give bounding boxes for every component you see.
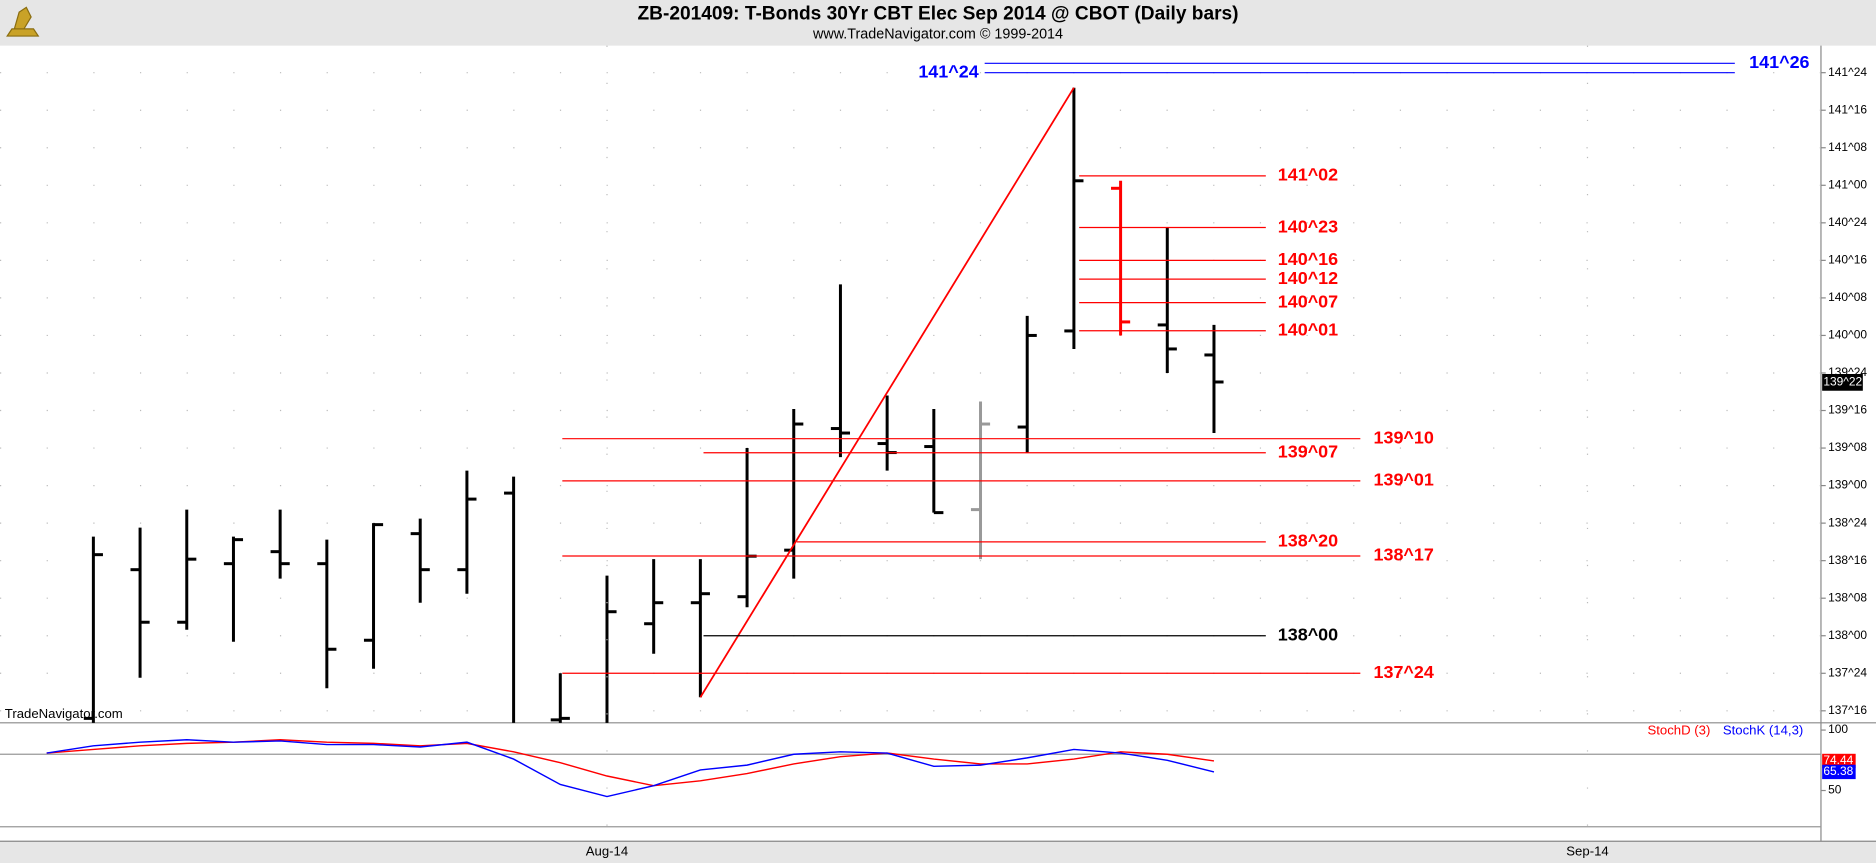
y-tick-label: 138^08	[1828, 590, 1867, 604]
level-label: 138^17	[1374, 545, 1434, 565]
y-tick-label: 141^00	[1828, 177, 1867, 191]
level-label: 138^00	[1278, 624, 1338, 644]
y-tick-label: 140^08	[1828, 290, 1867, 304]
y-tick-label: 140^24	[1828, 215, 1867, 229]
y-tick-label: 50	[1828, 783, 1842, 797]
y-tick-label: 137^24	[1828, 665, 1867, 679]
level-label: 139^07	[1278, 441, 1338, 461]
level-label: 140^16	[1278, 249, 1338, 269]
y-tick-label: 138^24	[1828, 515, 1867, 529]
y-tick-label: 137^16	[1828, 703, 1867, 717]
chart-title: ZB-201409: T-Bonds 30Yr CBT Elec Sep 201…	[637, 4, 1238, 25]
legend-entry: StochK (14,3)	[1723, 723, 1803, 738]
level-label: 140^01	[1278, 319, 1338, 339]
trendline	[699, 87, 1075, 698]
y-tick-label: 138^00	[1828, 628, 1867, 642]
level-label: 141^24	[918, 61, 978, 81]
watermark: TradeNavigator.com	[5, 706, 123, 721]
last-price-box	[1822, 373, 1863, 391]
level-label: 139^01	[1374, 470, 1434, 490]
y-tick-label: 141^16	[1828, 102, 1867, 116]
level-label: 137^24	[1374, 662, 1434, 682]
level-label: 140^23	[1278, 216, 1338, 236]
y-tick-label: 100	[1828, 722, 1848, 736]
level-label: 141^26	[1749, 52, 1809, 72]
stoch-panel	[0, 739, 1821, 828]
y-tick-label: 139^00	[1828, 478, 1867, 492]
stoch-line	[46, 739, 1215, 798]
x-tick-label: Sep-14	[1566, 844, 1608, 859]
level-label: 141^02	[1278, 165, 1338, 185]
y-tick-label: 141^24	[1828, 65, 1867, 79]
level-label: 138^20	[1278, 531, 1338, 551]
y-tick-label: 140^00	[1828, 328, 1867, 342]
last-value-label: 74.44	[1823, 753, 1853, 767]
y-tick-label: 140^16	[1828, 253, 1867, 267]
level-label: 139^10	[1374, 427, 1434, 447]
last-value-label: 65.38	[1823, 764, 1853, 778]
legend-entry: StochD (3)	[1647, 723, 1710, 738]
x-tick-label: Aug-14	[586, 844, 628, 859]
y-tick-label: 139^08	[1828, 440, 1867, 454]
level-label: 140^07	[1278, 291, 1338, 311]
price-panel	[0, 72, 1821, 723]
last-price-label: 139^22	[1823, 375, 1862, 389]
plot-area	[0, 45, 1876, 842]
y-tick-label: 141^08	[1828, 140, 1867, 154]
y-tick-label: 139^16	[1828, 403, 1867, 417]
chart-subtitle: www.TradeNavigator.com © 1999-2014	[812, 27, 1063, 43]
last-value-box	[1822, 764, 1856, 780]
y-tick-label: 138^16	[1828, 553, 1867, 567]
level-label: 140^12	[1278, 268, 1338, 288]
logo	[6, 6, 40, 37]
last-value-box	[1822, 753, 1856, 769]
